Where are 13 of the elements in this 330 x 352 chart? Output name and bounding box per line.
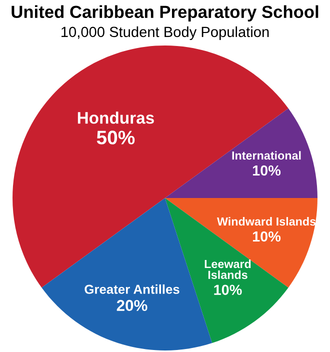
- data-label: 10%: [214, 284, 242, 295]
- slice-label: Windward Islands: [216, 217, 316, 226]
- data-label: 50%: [96, 130, 135, 144]
- data-label: 20%: [116, 300, 148, 312]
- slice-label: International: [232, 151, 301, 160]
- slice-label: Greater Antilles: [84, 284, 180, 294]
- chart-subtitle: 10,000 Student Body Population: [62, 26, 269, 40]
- data-label: 10%: [252, 165, 281, 176]
- slice-label: Leeward Islands: [204, 260, 251, 279]
- data-label: 10%: [252, 231, 281, 242]
- chart-title: United Caribbean Preparatory School: [12, 5, 318, 22]
- slice-label: Honduras: [78, 112, 154, 124]
- pie-slice: [165, 108, 318, 198]
